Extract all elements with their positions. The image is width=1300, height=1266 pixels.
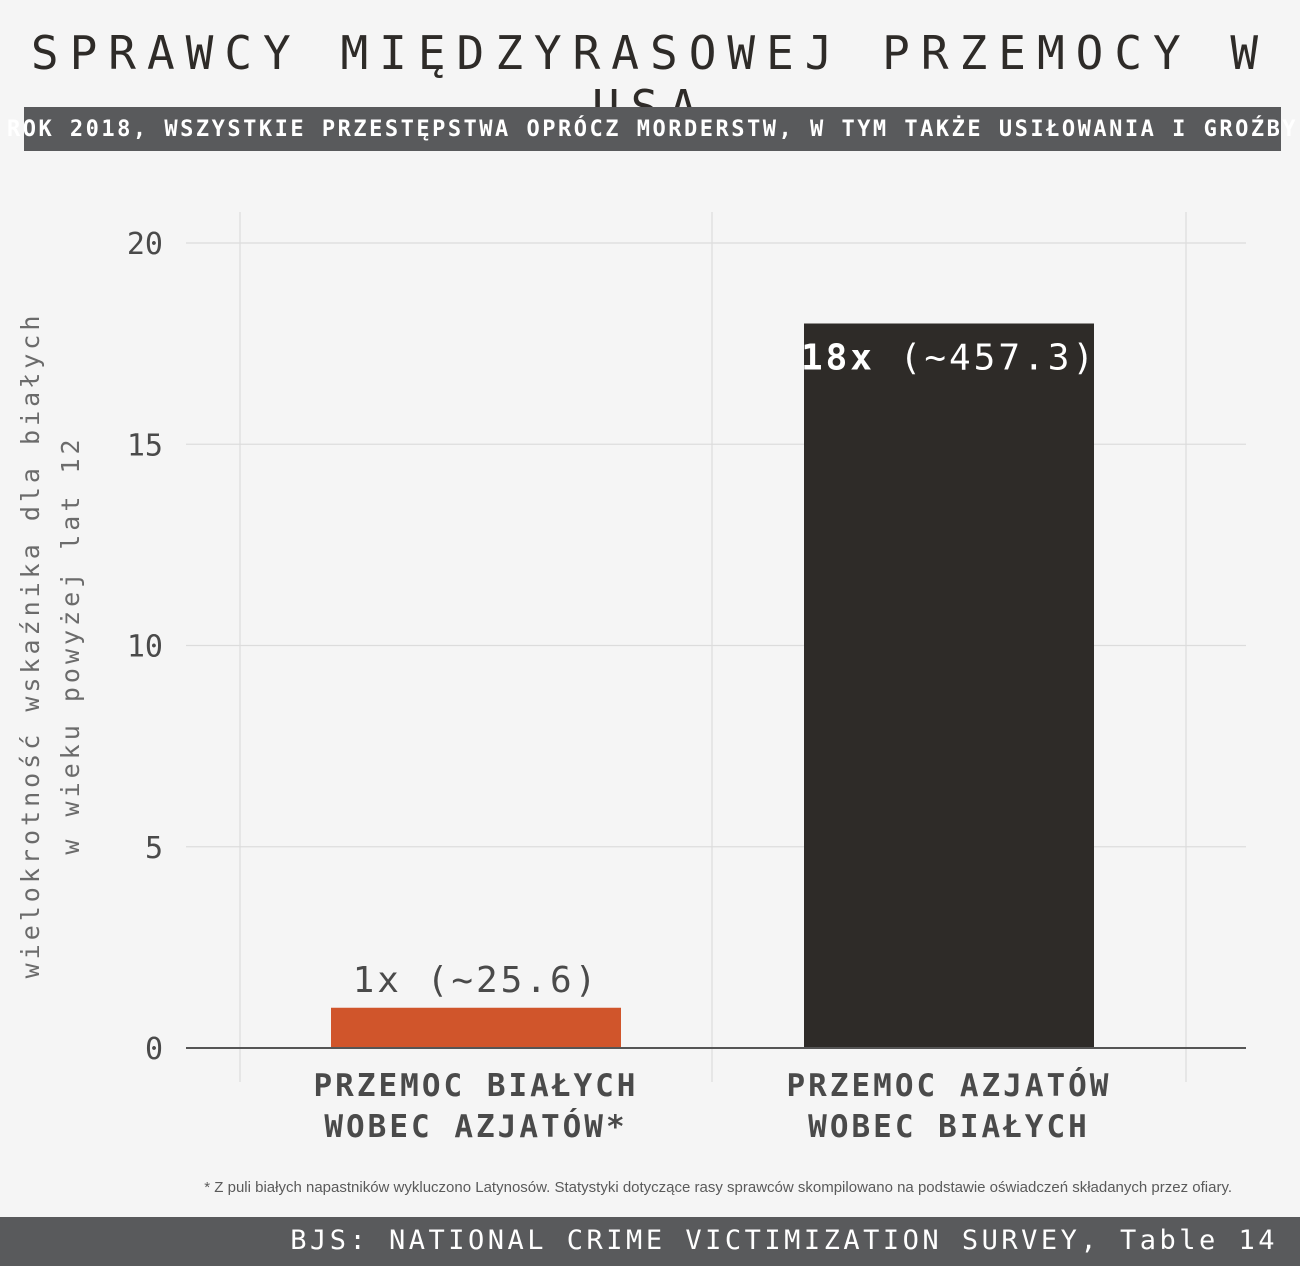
footnote: * Z puli białych napastników wykluczono … [204, 1179, 1232, 1196]
y-tick-label: 10 [127, 630, 163, 665]
y-tick-label: 5 [145, 831, 163, 866]
x-category-label: WOBEC AZJATÓW* [324, 1108, 627, 1145]
bar-2 [804, 323, 1094, 1048]
bar-chart: 0 5 10 15 20 1x (~25.6) PRZEMOC BIAŁYCH WOBEC A… [127, 212, 1246, 1145]
bar-1 [331, 1007, 621, 1048]
x-category-label: PRZEMOC AZJATÓW [787, 1067, 1112, 1104]
x-category-label: WOBEC BIAŁYCH [808, 1109, 1090, 1145]
chart-subtitle: ROK 2018, WSZYSTKIE PRZESTĘPSTWA OPRÓCZ … [6, 116, 1299, 142]
data-label-2: 18x (~457.3) [801, 338, 1097, 379]
y-tick-label: 0 [145, 1032, 163, 1067]
source-bar: BJS: NATIONAL CRIME VICTIMIZATION SURVEY… [0, 1217, 1300, 1266]
y-tick-label: 15 [127, 428, 163, 463]
subtitle-bar: ROK 2018, WSZYSTKIE PRZESTĘPSTWA OPRÓCZ … [7, 107, 1296, 151]
x-category-label: PRZEMOC BIAŁYCH [314, 1068, 639, 1104]
data-label-1: 1x (~25.6) [353, 960, 600, 1001]
y-tick-label: 20 [127, 227, 163, 262]
source-citation: BJS: NATIONAL CRIME VICTIMIZATION SURVEY… [290, 1225, 1278, 1256]
